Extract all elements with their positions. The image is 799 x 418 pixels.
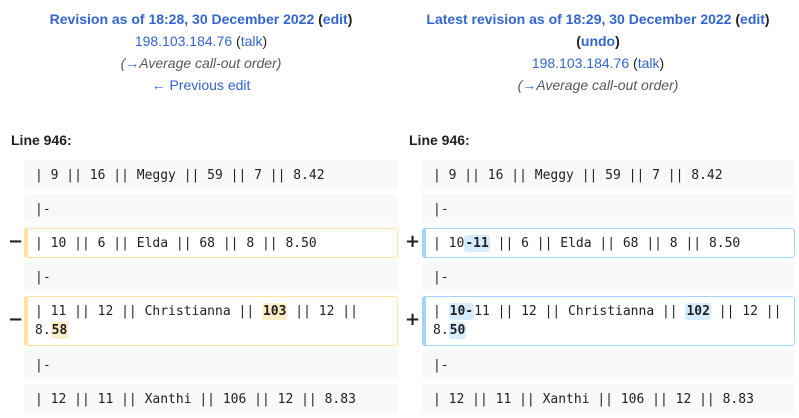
added-line: | 10-11 || 12 || Christianna || 102 || 1…: [422, 296, 795, 346]
new-revision-header: Latest revision as of 18:29, 30 December…: [397, 8, 799, 96]
added-line-marker: +: [405, 309, 421, 330]
deleted-line: | 11 || 12 || Christianna || 103 || 12 |…: [24, 296, 398, 346]
old-edit-link[interactable]: edit: [322, 11, 348, 27]
new-edit-summary: (→Average call-out order): [517, 77, 679, 93]
previous-edit-link[interactable]: ← Previous edit: [151, 77, 251, 93]
new-revision-link[interactable]: Latest revision as of 18:29, 30 December…: [426, 11, 732, 27]
deleted-line-marker: −: [8, 231, 24, 252]
context-line-left: | 9 || 16 || Meggy || 59 || 7 || 8.42: [24, 160, 398, 189]
new-section-link[interactable]: →: [522, 77, 537, 93]
added-line-marker: +: [405, 231, 421, 252]
context-line-right: |-: [422, 262, 795, 291]
context-line-right: |-: [422, 194, 795, 223]
added-line: | 10-11 || 6 || Elda || 68 || 8 || 8.50: [422, 228, 795, 258]
context-line-left: |-: [24, 194, 398, 223]
inserted-text: -11: [464, 235, 490, 252]
context-line-left: |-: [24, 262, 398, 291]
deleted-line: | 10 || 6 || Elda || 68 || 8 || 8.50: [24, 228, 398, 258]
context-line-right: | 9 || 16 || Meggy || 59 || 7 || 8.42: [422, 160, 795, 189]
removed-text: 103: [261, 303, 288, 320]
context-line-right: |-: [422, 350, 795, 379]
new-talk-link[interactable]: talk: [637, 55, 660, 71]
new-user-link[interactable]: 198.103.184.76: [531, 55, 630, 71]
context-line-left: |-: [24, 350, 398, 379]
context-line-right: | 12 || 11 || Xanthi || 106 || 12 || 8.8…: [422, 384, 795, 413]
inserted-text: 50: [448, 322, 467, 339]
deleted-line-marker: −: [8, 309, 24, 330]
new-edit-link[interactable]: edit: [740, 11, 765, 27]
inserted-text: 10-: [448, 303, 475, 320]
old-edit-summary: (→Average call-out order): [120, 55, 282, 71]
line-number-right: Line 946:: [409, 132, 470, 148]
old-user-link[interactable]: 198.103.184.76: [134, 33, 233, 49]
context-line-left: | 12 || 11 || Xanthi || 106 || 12 || 8.8…: [24, 384, 398, 413]
old-revision-link[interactable]: Revision as of 18:28, 30 December 2022: [49, 11, 315, 27]
old-revision-header: Revision as of 18:28, 30 December 2022 (…: [0, 8, 402, 96]
old-section-link[interactable]: →: [125, 55, 140, 71]
inserted-text: 102: [685, 303, 711, 320]
line-number-left: Line 946:: [11, 132, 72, 148]
old-talk-link[interactable]: talk: [240, 33, 263, 49]
removed-text: 58: [50, 322, 69, 339]
undo-link[interactable]: undo: [580, 33, 616, 49]
